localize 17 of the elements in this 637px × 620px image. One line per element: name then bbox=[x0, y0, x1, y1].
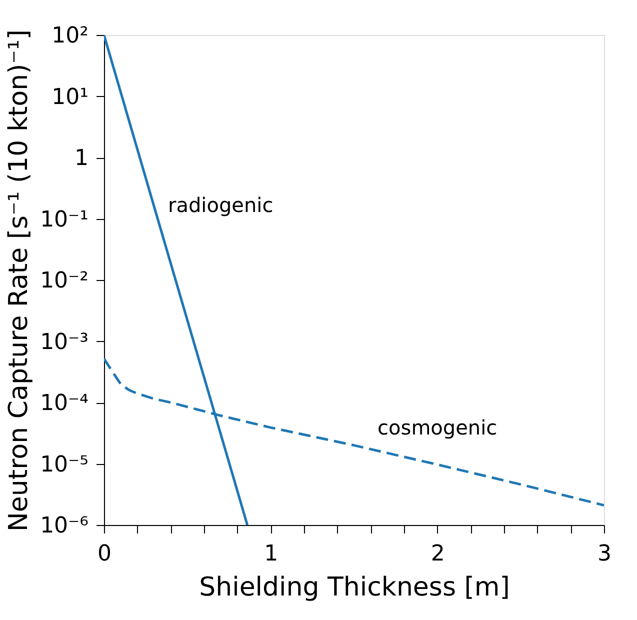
x-tick-label: 1 bbox=[264, 542, 278, 566]
y-tick-label: 10⁻⁴ bbox=[40, 391, 89, 416]
y-tick-label: 10¹ bbox=[52, 84, 88, 110]
x-axis-title: Shielding Thickness [m] bbox=[199, 572, 510, 602]
y-axis-title: Neutron Capture Rate [s⁻¹ (10 kton)⁻¹] bbox=[4, 29, 34, 532]
y-tick-label: 10⁻⁵ bbox=[40, 452, 88, 478]
y-tick-label: 1 bbox=[74, 146, 88, 171]
x-tick-label: 3 bbox=[598, 542, 612, 566]
y-tick-label: 10⁻⁶ bbox=[40, 514, 89, 538]
y-tick-label: 10² bbox=[52, 24, 88, 48]
series-label: cosmogenic bbox=[378, 416, 498, 440]
y-tick-label: 10⁻³ bbox=[40, 330, 88, 355]
x-tick-label: 2 bbox=[430, 542, 445, 566]
y-tick-label: 10⁻¹ bbox=[40, 207, 88, 232]
x-tick-label: 0 bbox=[98, 542, 112, 566]
series-label: radiogenic bbox=[168, 193, 274, 218]
y-tick-label: 10⁻² bbox=[40, 268, 88, 294]
